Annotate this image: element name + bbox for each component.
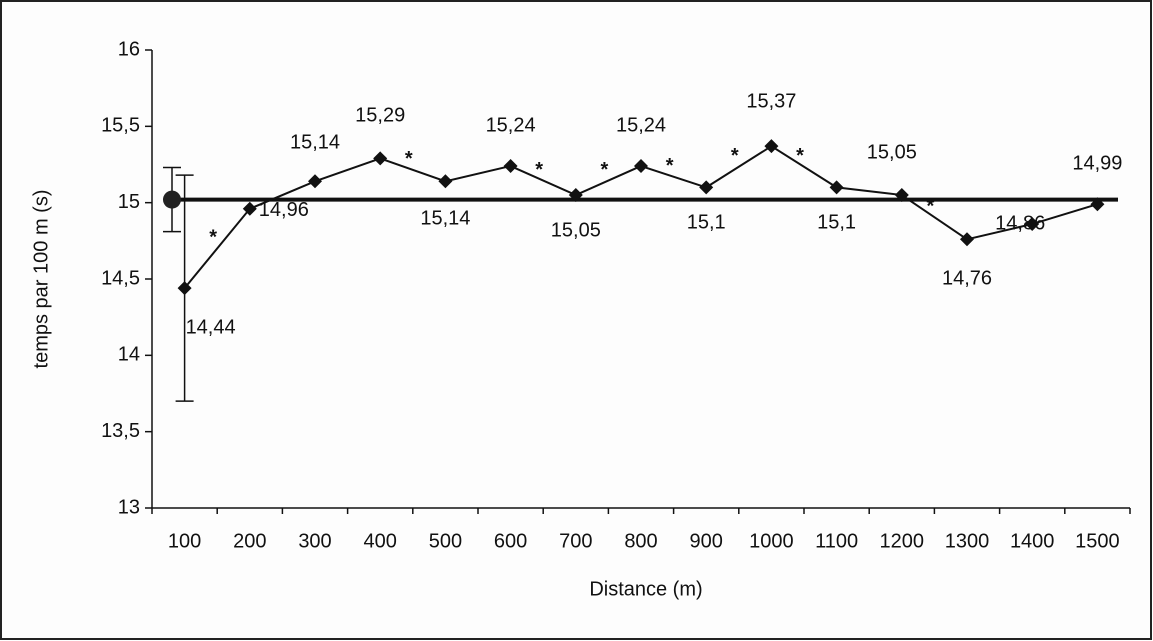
data-label: 15,14 [420,208,470,230]
x-tick-label: 700 [559,530,592,552]
x-tick-label: 200 [233,530,266,552]
data-label: 15,37 [746,90,796,112]
data-label: 15,29 [355,105,405,127]
marker [1025,217,1040,232]
x-tick-label: 1500 [1075,530,1120,552]
y-tick-label: 14,5 [101,267,140,289]
significance-marker: * [601,159,609,181]
data-label: 15,24 [616,114,666,136]
marker [242,201,257,216]
marker [634,159,648,174]
significance-marker: * [209,227,217,249]
x-tick-label: 1100 [815,530,858,552]
data-label: 15,1 [817,212,856,234]
y-axis-title: temps par 100 m (s) [30,190,52,369]
reference-point [163,190,181,209]
x-tick-label: 400 [364,530,397,552]
marker [438,174,453,189]
x-tick-label: 1300 [945,530,990,552]
x-tick-label: 600 [494,530,527,552]
x-tick-label: 800 [624,530,657,552]
data-label: 14,76 [942,268,992,290]
significance-marker: * [666,155,674,177]
data-label: 14,99 [1072,152,1122,174]
x-tick-label: 1200 [880,530,925,552]
significance-marker: * [796,145,804,167]
marker [503,159,518,174]
marker [177,281,192,296]
x-tick-label: 1000 [749,530,794,552]
x-tick-label: 500 [429,530,462,552]
x-tick-label: 1400 [1010,530,1055,552]
significance-marker: * [535,159,543,181]
marker [1090,197,1105,212]
marker [568,188,583,203]
data-label: 15,14 [290,132,340,154]
marker [960,232,974,247]
significance-marker: * [927,195,935,217]
marker [373,151,388,166]
y-tick-label: 16 [118,38,140,60]
marker [829,180,844,195]
y-tick-label: 13,5 [101,420,140,442]
data-label: 15,1 [687,212,726,234]
x-axis-title: Distance (m) [589,578,702,600]
x-tick-label: 300 [298,530,331,552]
x-tick-label: 900 [690,530,723,552]
data-label: 15,05 [551,219,601,241]
data-label: 14,86 [995,212,1045,234]
significance-marker: * [731,145,739,167]
data-label: 14,96 [259,199,309,221]
data-label: 14,44 [186,316,236,338]
marker [699,180,714,195]
marker [308,174,322,189]
data-label: 15,05 [867,141,917,163]
x-tick-label: 100 [168,530,201,552]
y-tick-label: 15,5 [101,115,140,137]
y-tick-label: 14 [118,344,140,366]
marker [764,139,779,154]
significance-marker: * [405,148,413,170]
y-tick-label: 15 [118,191,140,213]
marker [894,188,909,203]
y-tick-label: 13 [118,496,140,518]
data-label: 15,24 [486,114,536,136]
